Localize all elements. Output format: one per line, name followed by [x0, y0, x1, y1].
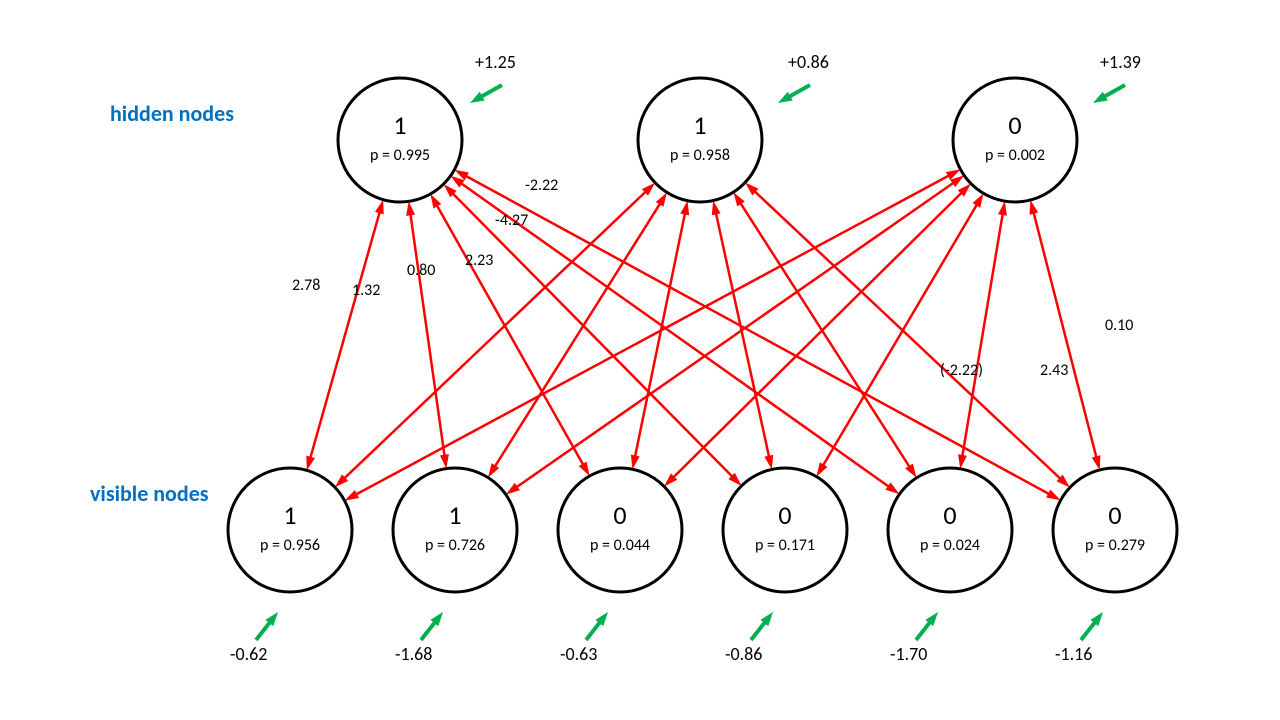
- edge-arrow: [488, 463, 499, 477]
- edge-arrow: [375, 200, 384, 215]
- bias-arrow: [751, 621, 766, 640]
- node: 0 p = 0.279: [1053, 468, 1177, 592]
- weight-label: 0.80: [407, 261, 435, 280]
- node-prob: p = 0.044: [590, 536, 650, 555]
- bias-label: +0.86: [788, 51, 829, 73]
- bias-arrow-head: [1093, 92, 1108, 103]
- edge-arrow: [733, 192, 744, 206]
- node-value: 0: [1108, 499, 1121, 531]
- bias-arrow-head: [470, 92, 485, 103]
- hidden-layer-label: hidden nodes: [110, 100, 234, 127]
- edge-arrow: [816, 462, 827, 476]
- node-prob: p = 0.002: [985, 146, 1045, 165]
- edge-arrow: [430, 194, 441, 208]
- weight-label: 2.23: [465, 251, 493, 270]
- node-prob: p = 0.956: [260, 536, 320, 555]
- node: 1 p = 0.956: [228, 468, 352, 592]
- visible-layer-label: visible nodes: [90, 480, 209, 507]
- edge-arrow: [306, 456, 315, 471]
- edge-arrow: [885, 482, 899, 494]
- node-value: 0: [943, 499, 956, 531]
- edge: [1034, 212, 1097, 457]
- weight-label: 0.10: [1105, 316, 1133, 335]
- edge-arrow: [579, 462, 590, 476]
- node-value: 0: [1008, 109, 1021, 141]
- bias-label: -0.63: [560, 643, 597, 665]
- node: 1 p = 0.726: [393, 468, 517, 592]
- edge-arrow: [656, 193, 667, 207]
- edge: [516, 183, 954, 488]
- node-prob: p = 0.279: [1085, 536, 1145, 555]
- node: 0 p = 0.024: [888, 468, 1012, 592]
- edge-arrow: [345, 490, 359, 501]
- bias-arrow: [916, 621, 931, 640]
- node: 1 p = 0.958: [638, 78, 762, 202]
- edge: [410, 214, 444, 456]
- edge-arrow: [764, 455, 773, 470]
- edges-group: [306, 169, 1100, 500]
- edge-arrow: [1046, 490, 1060, 501]
- edge: [495, 203, 661, 467]
- weight-label: 1.32: [352, 281, 380, 300]
- bias-arrow: [788, 85, 810, 98]
- bias-label: +1.25: [475, 51, 516, 73]
- edge-arrow: [1092, 455, 1101, 470]
- bias-arrow: [1081, 621, 1096, 640]
- node: 0 p = 0.044: [558, 468, 682, 592]
- edge-arrow: [631, 455, 640, 470]
- edge-arrow: [958, 454, 967, 469]
- bias-label: -0.62: [230, 643, 267, 665]
- bias-label: -1.68: [395, 643, 432, 665]
- edge-arrow: [406, 201, 415, 215]
- edge-arrow: [998, 201, 1007, 216]
- edge: [437, 205, 584, 465]
- node-prob: p = 0.958: [670, 146, 730, 165]
- node: 0 p = 0.002: [953, 78, 1077, 202]
- weight-label: (-2.22): [940, 361, 983, 380]
- edge: [356, 175, 950, 494]
- weight-label: 2.43: [1040, 361, 1068, 380]
- edge: [754, 191, 1060, 479]
- edge-arrow: [506, 483, 520, 495]
- bias-arrow: [1103, 85, 1125, 98]
- edge-arrow: [1030, 200, 1039, 215]
- node-value: 0: [778, 499, 791, 531]
- hidden-nodes-group: 1 p = 0.995 1 p = 0.958 0 p = 0.002: [338, 78, 1077, 202]
- weight-label: -2.22: [525, 176, 558, 195]
- edge: [465, 176, 1049, 495]
- edge: [716, 213, 769, 457]
- bias-arrow: [256, 621, 271, 640]
- bias-label: +1.39: [1100, 51, 1141, 73]
- edge: [310, 212, 379, 458]
- edge-arrow: [440, 454, 449, 468]
- node: 1 p = 0.995: [338, 78, 462, 202]
- edge-arrow: [905, 464, 916, 478]
- node-value: 0: [613, 499, 626, 531]
- edge-arrow: [680, 201, 689, 216]
- edge-arrow: [712, 201, 721, 216]
- bias-arrow: [421, 621, 436, 640]
- node-prob: p = 0.171: [755, 536, 815, 555]
- bias-arrow-head: [778, 92, 793, 103]
- bias-label: -0.86: [725, 643, 762, 665]
- node-value: 1: [283, 499, 296, 531]
- edge: [823, 204, 977, 465]
- node-value: 1: [393, 109, 406, 141]
- visible-layer-text: visible nodes: [90, 480, 209, 507]
- bias-label: -1.16: [1055, 643, 1092, 665]
- weight-label: 2.78: [292, 276, 320, 295]
- node-prob: p = 0.726: [425, 536, 485, 555]
- hidden-layer-text: hidden nodes: [110, 100, 234, 127]
- weight-label: -4.27: [495, 211, 528, 230]
- node-value: 1: [693, 109, 706, 141]
- visible-biases-group: -0.62 -1.68 -0.63 -0.86 -1.70 -1.16: [230, 612, 1103, 665]
- bias-label: -1.70: [890, 643, 927, 665]
- node-prob: p = 0.024: [920, 536, 980, 555]
- bias-arrow: [480, 85, 502, 98]
- node-prob: p = 0.995: [370, 146, 430, 165]
- bias-arrow: [586, 621, 601, 640]
- node-value: 1: [448, 499, 461, 531]
- edge-arrow: [973, 193, 984, 207]
- node: 0 p = 0.171: [723, 468, 847, 592]
